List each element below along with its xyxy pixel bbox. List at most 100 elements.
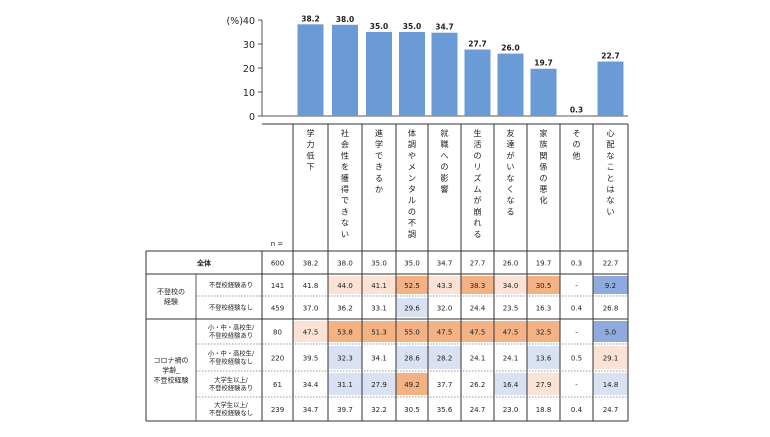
table-cell-shade xyxy=(396,346,428,369)
bar xyxy=(332,24,358,116)
table-cell-value: 27.9 xyxy=(371,381,387,389)
table-cell-value: 47.5 xyxy=(503,329,519,337)
table-cell-value: 34.4 xyxy=(303,381,319,389)
row-n: 220 xyxy=(271,355,284,363)
table-cell-shade xyxy=(593,276,628,294)
bar-value-label: 0.3 xyxy=(570,105,583,114)
category-header-char: な xyxy=(606,195,614,205)
category-header-char: タ xyxy=(408,184,416,194)
category-header-char: 進 xyxy=(375,128,383,138)
table-cell-shade xyxy=(328,346,362,369)
category-header-char: 崩 xyxy=(473,206,481,216)
table-cell-shade xyxy=(362,276,396,294)
table-cell-value: - xyxy=(575,282,578,290)
table-cell-value: 55.0 xyxy=(404,329,420,337)
table-cell-value: 19.7 xyxy=(536,260,552,268)
table-cell-value: 37.7 xyxy=(437,381,453,389)
category-header-char: 学 xyxy=(306,128,314,138)
row-n: 459 xyxy=(271,305,284,313)
bar-value-label: 19.7 xyxy=(534,59,553,68)
table-cell-shade xyxy=(593,321,628,342)
table-cell-value: 51.3 xyxy=(371,329,387,337)
table-cell-value: 33.1 xyxy=(371,305,387,313)
table-cell-value: 39.7 xyxy=(337,406,353,414)
table-cell-value: 29.6 xyxy=(404,305,420,313)
category-header-char: 影 xyxy=(440,173,448,183)
group-label-line-0: コロナ禍の xyxy=(154,355,189,364)
table-cell-value: 24.4 xyxy=(470,305,486,313)
table-cell-value: 34.7 xyxy=(437,260,453,268)
category-header-char: 係 xyxy=(539,162,547,172)
table-cell-shade xyxy=(527,321,560,342)
category-header-char: の xyxy=(408,206,416,216)
table-cell-shade xyxy=(328,276,362,294)
category-header-char: 調 xyxy=(408,229,416,239)
table-cell-value: 18.8 xyxy=(536,406,552,414)
table-cell-value: 27.9 xyxy=(536,381,552,389)
category-header-char: 低 xyxy=(306,150,314,160)
table-cell-value: 24.7 xyxy=(470,406,486,414)
table-cell-value: 34.1 xyxy=(371,355,387,363)
table-cell-value: 41.1 xyxy=(371,282,387,290)
category-header-char: か xyxy=(375,184,383,194)
table-cell-shade xyxy=(293,321,328,342)
category-header-char: の xyxy=(473,150,481,160)
table-cell-shade xyxy=(428,276,461,294)
category-header-char: 獲 xyxy=(341,173,349,183)
category-header-char: い xyxy=(606,206,614,216)
table-cell-shade xyxy=(428,321,461,342)
category-header-char: ン xyxy=(408,173,416,183)
table-cell-value: 24.1 xyxy=(503,355,519,363)
table-cell-value: 13.6 xyxy=(536,355,552,363)
table-cell-value: 32.5 xyxy=(536,329,552,337)
row-label-line-0: 不登校経験あり xyxy=(209,280,253,289)
category-header-char: 得 xyxy=(341,184,349,194)
bar xyxy=(597,61,624,116)
category-header-char: く xyxy=(506,184,514,194)
table-cell-value: 5.0 xyxy=(605,329,616,337)
table-cell-value: 16.4 xyxy=(503,381,519,389)
table-cell-value: 26.0 xyxy=(503,260,519,268)
category-header-char: 調 xyxy=(408,139,416,149)
table-cell-value: 9.2 xyxy=(605,282,616,290)
category-header-char: な xyxy=(506,195,514,205)
category-header-char: リ xyxy=(473,162,481,172)
category-header-char: な xyxy=(341,218,349,228)
table-cell-value: 35.0 xyxy=(371,260,387,268)
table-cell-value: - xyxy=(575,381,578,389)
table-cell-value: 32.3 xyxy=(337,355,353,363)
category-header-char: ル xyxy=(408,195,416,205)
bar xyxy=(497,53,524,116)
row-label: 全体 xyxy=(196,259,212,268)
category-header-char: い xyxy=(506,162,514,172)
group-label-line-1: 学齢_ xyxy=(162,365,180,374)
category-header-char: る xyxy=(375,173,383,183)
category-header-char: 体 xyxy=(408,128,416,138)
table-cell-value: 32.2 xyxy=(371,406,387,414)
table-cell-value: 30.5 xyxy=(404,406,420,414)
category-header-char: こ xyxy=(606,162,614,172)
y-tick-label: 0 xyxy=(249,112,255,123)
category-header-char: 配 xyxy=(606,139,614,149)
table-cell-value: 27.7 xyxy=(470,260,486,268)
table-cell-value: 39.5 xyxy=(303,355,319,363)
row-n: 80 xyxy=(273,329,282,337)
table-cell-shade xyxy=(328,321,362,342)
table-cell-value: 0.3 xyxy=(571,260,582,268)
table-cell-shade xyxy=(362,373,396,395)
category-header-char: 家 xyxy=(539,128,547,138)
table-cell-value: 28.2 xyxy=(437,355,453,363)
category-header-char: れ xyxy=(473,218,481,228)
table-cell-value: 24.1 xyxy=(470,355,486,363)
bar xyxy=(431,32,458,116)
table-cell-value: 41.8 xyxy=(303,282,319,290)
bar-value-label: 27.7 xyxy=(468,40,487,49)
category-header-char: な xyxy=(506,173,514,183)
category-header-char: 不 xyxy=(408,218,416,228)
bar-value-label: 26.0 xyxy=(501,44,520,53)
category-header-char: が xyxy=(506,150,514,160)
table-cell-value: 47.5 xyxy=(437,329,453,337)
category-header-char: へ xyxy=(440,150,448,160)
category-header-char: 友 xyxy=(506,128,514,138)
